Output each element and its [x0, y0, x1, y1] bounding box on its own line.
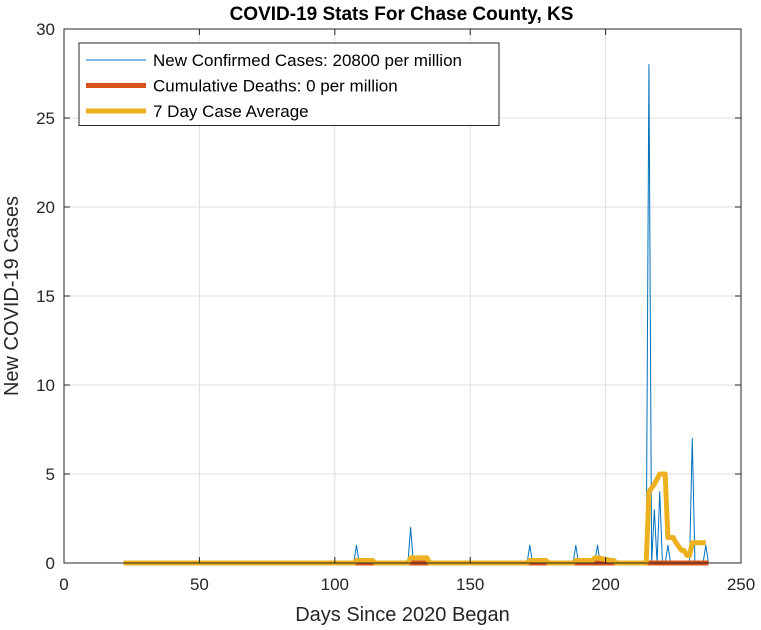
chart-title: COVID-19 Stats For Chase County, KS — [230, 4, 574, 25]
legend: New Confirmed Cases: 20800 per million Cu… — [78, 42, 500, 126]
ticks: 0 50 100 150 200 250 0 5 10 15 20 25 30 — [36, 20, 755, 594]
legend-label: 7 Day Case Average — [153, 102, 309, 121]
y-tick-label: 20 — [36, 198, 55, 217]
y-tick-label: 10 — [36, 376, 55, 395]
y-axis-label: New COVID-19 Cases — [1, 196, 23, 396]
y-tick-label: 5 — [46, 465, 55, 484]
y-tick-label: 30 — [36, 20, 55, 39]
x-tick-label: 200 — [591, 575, 619, 594]
x-tick-label: 100 — [321, 575, 349, 594]
x-axis-label: Days Since 2020 Began — [295, 604, 510, 626]
x-tick-label: 150 — [456, 575, 484, 594]
y-tick-label: 15 — [36, 287, 55, 306]
y-tick-label: 25 — [36, 109, 55, 128]
legend-label: New Confirmed Cases: 20800 per million — [153, 51, 462, 70]
legend-box — [78, 42, 500, 126]
x-tick-label: 50 — [190, 575, 209, 594]
x-tick-label: 0 — [59, 575, 68, 594]
x-tick-label: 250 — [727, 575, 755, 594]
legend-label: Cumulative Deaths: 0 per million — [153, 77, 398, 96]
y-tick-label: 0 — [46, 554, 55, 573]
series-line-2 — [123, 471, 706, 566]
